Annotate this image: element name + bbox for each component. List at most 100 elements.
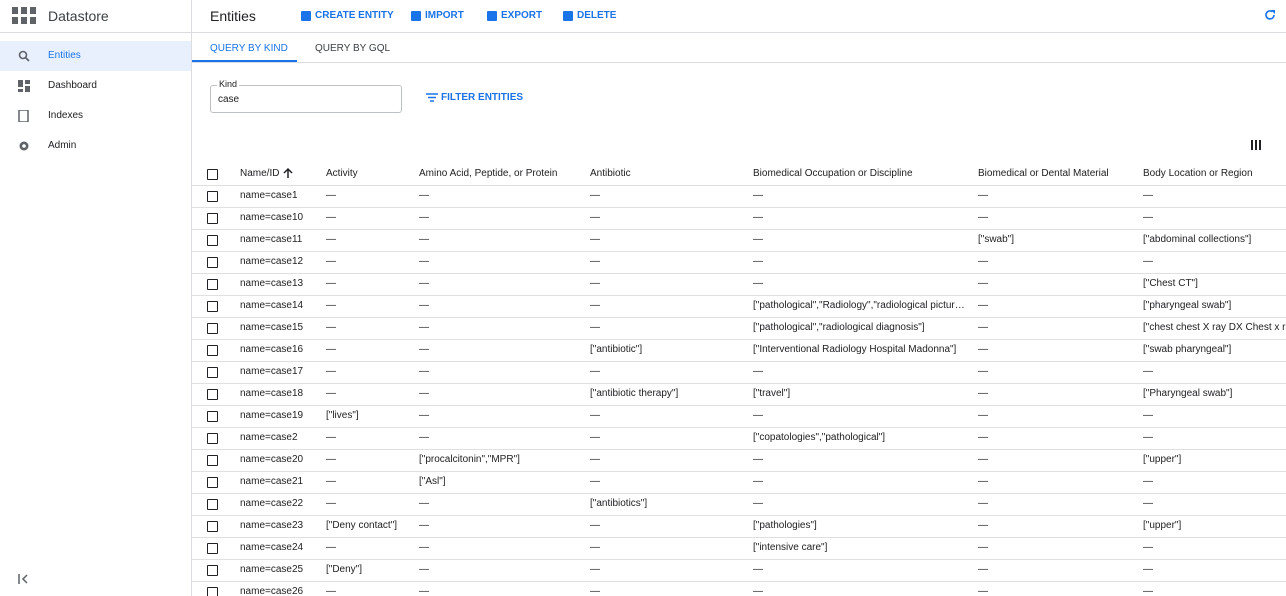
cell: —	[590, 278, 600, 289]
entity-link[interactable]: name=case10	[240, 212, 304, 223]
cell: —	[590, 410, 600, 421]
column-header[interactable]: Activity	[326, 168, 358, 179]
tab[interactable]: QUERY BY GQL	[315, 43, 391, 54]
select-all-checkbox[interactable]	[207, 169, 218, 180]
row-checkbox[interactable]	[207, 587, 218, 596]
row-checkbox[interactable]	[207, 279, 218, 290]
cell: ["Asl"]	[419, 476, 446, 487]
entity-link[interactable]: name=case15	[240, 322, 304, 333]
nav-item[interactable]: Entities	[0, 41, 191, 71]
table-row: name=case25 ["Deny"] — — — — —	[192, 559, 1286, 582]
row-checkbox[interactable]	[207, 433, 218, 444]
entity-link[interactable]: name=case13	[240, 278, 304, 289]
row-checkbox[interactable]	[207, 345, 218, 356]
filter-button[interactable]: FILTER ENTITIES	[426, 92, 523, 103]
entity-link[interactable]: name=case16	[240, 344, 304, 355]
cell: ["pathologies"]	[753, 520, 817, 531]
row-checkbox[interactable]	[207, 389, 218, 400]
row-checkbox[interactable]	[207, 367, 218, 378]
column-header[interactable]: Amino Acid, Peptide, or Protein	[419, 168, 558, 179]
row-checkbox[interactable]	[207, 543, 218, 554]
refresh-button[interactable]	[1264, 9, 1276, 21]
row-checkbox[interactable]	[207, 323, 218, 334]
entity-link[interactable]: name=case24	[240, 542, 304, 553]
cell: —	[419, 410, 429, 421]
export-button[interactable]: EXPORT	[487, 9, 542, 23]
table-row: name=case14 — — — ["pathological","Radiology…	[192, 295, 1286, 318]
page-title: Entities	[210, 8, 256, 24]
entity-link[interactable]: name=case11	[240, 234, 303, 245]
entity-link[interactable]: name=case20	[240, 454, 304, 465]
column-header[interactable]: Biomedical or Dental Material	[978, 168, 1109, 179]
cell: ["travel"]	[753, 388, 791, 399]
cell: —	[326, 388, 336, 399]
row-checkbox[interactable]	[207, 301, 218, 312]
nav-item[interactable]: Dashboard	[0, 71, 191, 101]
cell: ["Deny"]	[326, 564, 363, 575]
entity-link[interactable]: name=case1	[240, 190, 298, 201]
tab[interactable]: QUERY BY KIND	[210, 43, 288, 54]
column-header[interactable]: Biomedical Occupation or Discipline	[753, 168, 913, 179]
row-checkbox[interactable]	[207, 455, 218, 466]
table-row: name=case18 — — ["antibiotic therapy"] ["tra…	[192, 383, 1286, 406]
table-row: name=case1 — — — — — —	[192, 185, 1286, 208]
entity-link[interactable]: name=case22	[240, 498, 304, 509]
kind-input[interactable]: Kind case	[210, 79, 402, 113]
column-header[interactable]: Name/ID	[240, 168, 280, 179]
row-checkbox[interactable]	[207, 411, 218, 422]
cell: —	[978, 256, 988, 267]
entity-link[interactable]: name=case25	[240, 564, 304, 575]
column-header[interactable]: Antibiotic	[590, 168, 631, 179]
cell: —	[590, 366, 600, 377]
table-row: name=case16 — — ["antibiotic"] ["Interventio…	[192, 339, 1286, 362]
cell: —	[753, 256, 763, 267]
cell: ["pathological","radiological diagnosis"…	[753, 322, 925, 333]
nav-label: Indexes	[48, 110, 84, 121]
entity-link[interactable]: name=case23	[240, 520, 304, 531]
entity-link[interactable]: name=case14	[240, 300, 304, 311]
create-button[interactable]: CREATE ENTITY	[301, 9, 394, 23]
cell: —	[978, 410, 988, 421]
column-header[interactable]: Body Location or Region	[1143, 168, 1253, 179]
cell: —	[590, 542, 600, 553]
row-checkbox[interactable]	[207, 235, 218, 246]
table-row: name=case24 — — — ["intensive care"] — —	[192, 537, 1286, 560]
nav-label: Entities	[48, 50, 81, 61]
row-checkbox[interactable]	[207, 521, 218, 532]
row-checkbox[interactable]	[207, 499, 218, 510]
row-checkbox[interactable]	[207, 565, 218, 576]
nav-item[interactable]: Indexes	[0, 101, 191, 131]
entity-link[interactable]: name=case18	[240, 388, 304, 399]
delete-button[interactable]: DELETE	[563, 9, 616, 23]
cell: —	[978, 278, 988, 289]
entity-link[interactable]: name=case19	[240, 410, 304, 421]
entity-link[interactable]: name=case2	[240, 432, 298, 443]
nav-label: Admin	[48, 140, 77, 151]
cell: ["swab"]	[978, 234, 1015, 245]
nav-item[interactable]: Admin	[0, 131, 191, 161]
import-button[interactable]: IMPORT	[411, 9, 464, 23]
row-checkbox[interactable]	[207, 191, 218, 202]
entity-link[interactable]: name=case12	[240, 256, 304, 267]
cell: —	[419, 520, 429, 531]
cell: —	[978, 388, 988, 399]
sort-icon[interactable]	[283, 167, 293, 179]
cell: —	[753, 476, 763, 487]
collapse-button[interactable]	[18, 573, 30, 585]
cell: —	[326, 432, 336, 443]
cell: —	[590, 564, 600, 575]
cell: —	[590, 322, 600, 333]
row-checkbox[interactable]	[207, 213, 218, 224]
table-header: Name/ID Activity Amino Acid, Peptide, or P…	[192, 163, 1286, 186]
columns-button[interactable]	[1251, 140, 1261, 150]
entity-link[interactable]: name=case26	[240, 586, 304, 596]
table-row: name=case23 ["Deny contact"] — — ["pathologi…	[192, 515, 1286, 538]
entity-link[interactable]: name=case17	[240, 366, 304, 377]
entity-link[interactable]: name=case21	[240, 476, 304, 487]
row-checkbox[interactable]	[207, 477, 218, 488]
sidebar: Datastore Entities Dashboard Indexes Adm…	[0, 0, 192, 596]
row-checkbox[interactable]	[207, 257, 218, 268]
nav-label: Dashboard	[48, 80, 97, 91]
cell: —	[419, 234, 429, 245]
cell: —	[590, 454, 600, 465]
